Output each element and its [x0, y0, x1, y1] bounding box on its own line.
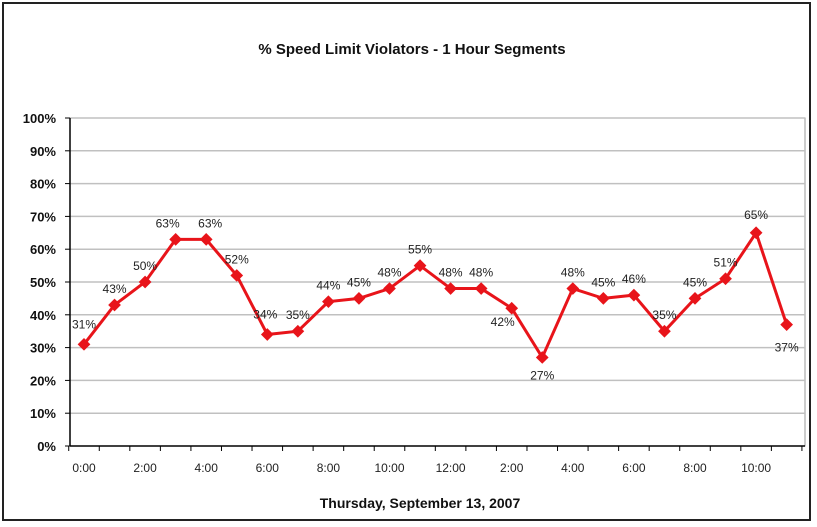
data-label: 48%: [377, 266, 401, 280]
data-label: 52%: [225, 252, 249, 266]
data-point: [474, 282, 488, 295]
data-point: [444, 282, 457, 295]
chart-title: % Speed Limit Violators - 1 Hour Segment…: [258, 41, 565, 58]
data-label: 45%: [683, 275, 707, 289]
data-label: 37%: [775, 341, 799, 355]
x-tick-label: 4:00: [195, 461, 219, 475]
data-label: 35%: [286, 308, 310, 322]
x-tick-label: 10:00: [374, 461, 404, 475]
data-point: [138, 275, 152, 289]
x-tick-label: 10:00: [741, 461, 771, 475]
x-tick-label: 0:00: [72, 461, 96, 475]
x-tick-label: 8:00: [317, 461, 341, 475]
data-label: 50%: [133, 259, 157, 273]
data-point: [383, 282, 396, 295]
data-label: 46%: [622, 272, 646, 286]
data-point: [108, 298, 121, 312]
data-point: [260, 328, 274, 341]
data-label: 27%: [530, 368, 554, 382]
chart-frame: [2, 2, 811, 521]
data-label: 45%: [591, 275, 615, 289]
data-point: [199, 232, 213, 246]
data-label: 63%: [156, 216, 180, 230]
data-label: 48%: [469, 266, 493, 280]
x-tick-label: 6:00: [622, 461, 646, 475]
data-label: 51%: [714, 256, 738, 270]
data-point: [169, 232, 183, 246]
data-label: 55%: [408, 243, 432, 257]
data-label: 31%: [72, 317, 96, 331]
x-axis-label: Thursday, September 13, 2007: [320, 495, 521, 511]
data-point: [230, 269, 244, 282]
data-point: [413, 259, 427, 272]
data-point: [322, 295, 335, 309]
data-label: 44%: [316, 279, 340, 293]
data-label: 35%: [652, 308, 676, 322]
data-label: 48%: [561, 266, 585, 280]
data-label: 42%: [491, 315, 515, 329]
x-tick-label: 2:00: [133, 461, 157, 475]
y-tick-label: 50%: [30, 275, 56, 290]
data-label: 65%: [744, 208, 768, 222]
y-tick-label: 40%: [30, 308, 56, 323]
y-tick-label: 80%: [30, 177, 56, 192]
y-tick-label: 0%: [37, 439, 56, 454]
y-tick-label: 90%: [30, 144, 56, 159]
data-label: 43%: [103, 282, 127, 296]
data-point: [352, 292, 366, 305]
x-tick-label: 12:00: [436, 461, 466, 475]
y-tick-label: 10%: [30, 406, 56, 421]
data-label: 34%: [253, 307, 277, 321]
x-tick-label: 6:00: [256, 461, 280, 475]
x-tick-label: 4:00: [561, 461, 585, 475]
x-tick-label: 2:00: [500, 461, 524, 475]
x-tick-label: 8:00: [683, 461, 707, 475]
y-tick-label: 70%: [30, 209, 56, 224]
y-tick-label: 100%: [23, 111, 57, 126]
data-label: 63%: [198, 216, 222, 230]
data-label: 45%: [347, 275, 371, 289]
y-tick-label: 60%: [30, 242, 56, 257]
data-point: [77, 337, 91, 351]
y-tick-label: 20%: [30, 373, 56, 388]
y-tick-label: 30%: [30, 341, 56, 356]
data-point: [291, 324, 305, 338]
data-label: 48%: [439, 266, 463, 280]
